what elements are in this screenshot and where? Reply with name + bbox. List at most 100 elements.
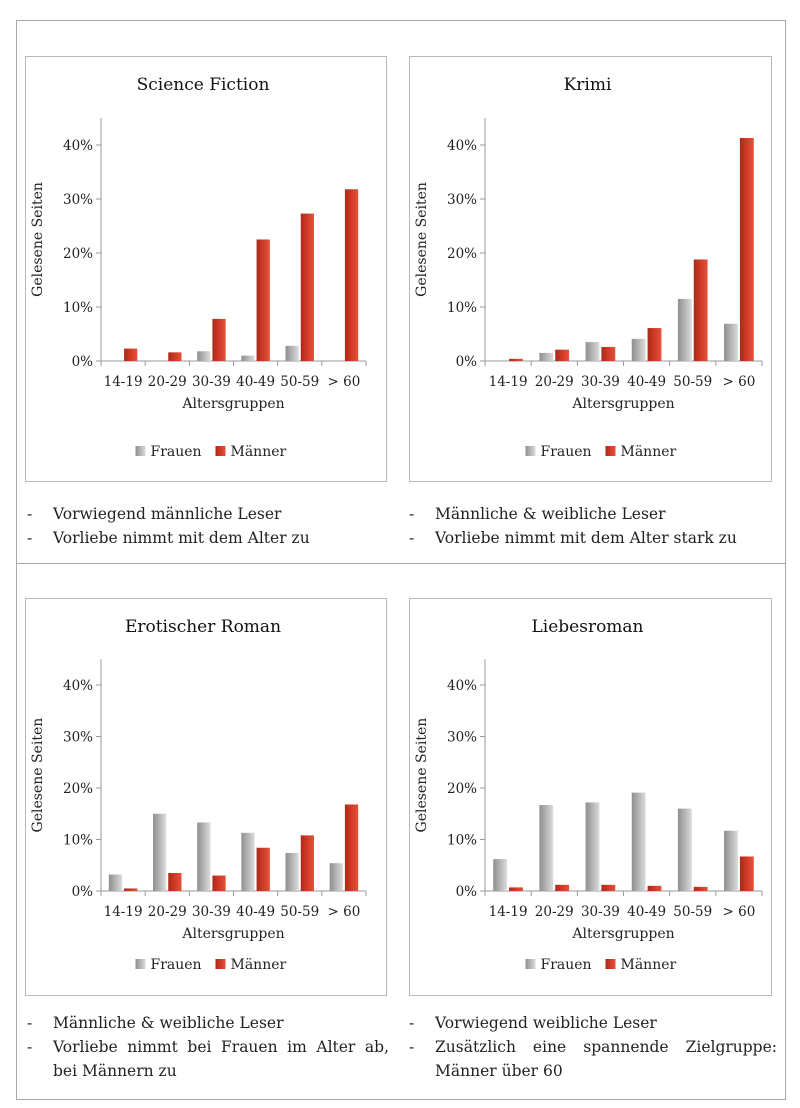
note-text: Vorliebe nimmt mit dem Alter stark zu xyxy=(435,529,737,547)
chart-krimi: Krimi 0% 10% 20% 30% 40% 14-19 20-29 30-39 40-49 5… xyxy=(414,75,763,460)
note-item: - Vorliebe nimmt bei Frauen im Alter ab, … xyxy=(27,1035,389,1083)
x-tick-label: 20-29 xyxy=(535,374,574,390)
legend-label-frauen: Frauen xyxy=(151,957,202,973)
bar-frauen-50-59 xyxy=(677,808,692,891)
bar-frauen-20-29 xyxy=(153,813,167,891)
y-tick-label: 10% xyxy=(447,833,477,849)
note-item: - Zusätzlich eine spannende Zielgruppe: M… xyxy=(409,1035,777,1083)
y-tick-label: 40% xyxy=(447,138,477,154)
bar-frauen-60 xyxy=(724,830,738,891)
x-tick-label: 30-39 xyxy=(192,904,231,920)
x-tick-label: 14-19 xyxy=(489,374,528,390)
note-item: - Vorliebe nimmt mit dem Alter stark zu xyxy=(409,526,779,550)
note-item: - Vorwiegend männliche Leser xyxy=(27,502,387,526)
x-tick-label: 30-39 xyxy=(581,904,620,920)
chart-panel-liebesroman: Liebesroman 0% 10% 20% 30% 40% 14-19 20-29 30-39… xyxy=(409,598,772,996)
bar-m-nner-40-49 xyxy=(647,885,662,891)
note-text: Vorliebe nimmt bei Frauen im Alter ab, b… xyxy=(53,1038,389,1080)
x-tick-label: 14-19 xyxy=(104,904,143,920)
chart-panel-krimi: Krimi 0% 10% 20% 30% 40% 14-19 20-29 30-39 40-49 5… xyxy=(409,56,772,482)
bar-frauen-60 xyxy=(329,863,343,891)
bullet-dash: - xyxy=(27,1038,33,1056)
bar-frauen-30-39 xyxy=(197,351,211,361)
x-tick-label: 14-19 xyxy=(489,904,528,920)
bar-m-nner-20-29 xyxy=(168,872,182,891)
bar-frauen-14-19 xyxy=(108,874,123,891)
bar-m-nner-50-59 xyxy=(693,886,708,891)
bar-m-nner-30-39 xyxy=(601,884,616,891)
y-tick-label: 20% xyxy=(63,781,93,797)
x-tick-label: > 60 xyxy=(328,904,361,920)
bar-frauen-50-59 xyxy=(677,298,692,361)
chart-title: Liebesroman xyxy=(531,617,643,637)
note-text: Vorwiegend weibliche Leser xyxy=(435,1014,657,1032)
y-tick-label: 30% xyxy=(63,192,93,208)
y-tick-label: 40% xyxy=(63,678,93,694)
y-tick-label: 40% xyxy=(63,138,93,154)
y-tick-label: 30% xyxy=(63,730,93,746)
x-axis-label: Altersgruppen xyxy=(181,396,284,412)
notes-liebesroman: - Vorwiegend weibliche Leser - Zusätzlich … xyxy=(409,1011,777,1083)
legend-swatch-maenner xyxy=(605,959,616,969)
y-axis-label: Gelesene Seiten xyxy=(30,718,46,833)
bar-frauen-40-49 xyxy=(631,338,646,361)
bar-m-nner-50-59 xyxy=(693,259,708,361)
x-tick-label: 20-29 xyxy=(535,904,574,920)
x-tick-label: 20-29 xyxy=(148,904,187,920)
bullet-dash: - xyxy=(409,529,415,547)
note-text: Vorliebe nimmt mit dem Alter zu xyxy=(53,529,310,547)
y-axis-label: Gelesene Seiten xyxy=(414,182,430,297)
bar-m-nner-20-29 xyxy=(168,352,182,361)
bullet-dash: - xyxy=(27,1014,33,1032)
x-tick-label: 40-49 xyxy=(236,904,275,920)
legend-swatch-frauen xyxy=(135,446,146,456)
bar-m-nner-60 xyxy=(739,137,754,361)
legend-label-maenner: Männer xyxy=(621,444,677,460)
bar-m-nner-60 xyxy=(344,804,359,891)
bullet-dash: - xyxy=(27,505,33,523)
chart-panel-science-fiction: Science Fiction 0% 10% 20% 30% 40% 14-19 20-29 3… xyxy=(25,56,387,482)
x-tick-label: 40-49 xyxy=(236,374,275,390)
x-tick-label: 14-19 xyxy=(104,374,143,390)
x-tick-label: > 60 xyxy=(723,904,756,920)
notes-science-fiction: - Vorwiegend männliche Leser - Vorliebe ni… xyxy=(27,502,387,550)
legend-label-frauen: Frauen xyxy=(541,444,592,460)
bar-m-nner-50-59 xyxy=(300,835,314,891)
bar-m-nner-14-19 xyxy=(124,888,138,891)
x-tick-label: 40-49 xyxy=(627,374,666,390)
section-divider xyxy=(16,563,786,564)
bar-m-nner-20-29 xyxy=(555,349,570,361)
bar-frauen-30-39 xyxy=(585,802,600,891)
legend-label-frauen: Frauen xyxy=(541,957,592,973)
bar-frauen-20-29 xyxy=(539,804,554,891)
legend-swatch-maenner xyxy=(215,959,226,969)
y-tick-label: 0% xyxy=(456,354,478,370)
legend-swatch-frauen xyxy=(135,959,146,969)
bar-m-nner-14-19 xyxy=(509,887,523,891)
note-text: Vorwiegend männliche Leser xyxy=(53,505,282,523)
bullet-dash: - xyxy=(409,1014,415,1032)
bar-m-nner-60 xyxy=(344,189,359,361)
bar-m-nner-40-49 xyxy=(256,239,270,361)
note-text: Männliche & weibliche Leser xyxy=(53,1014,284,1032)
page-frame xyxy=(16,20,786,1100)
x-tick-label: 40-49 xyxy=(627,904,666,920)
x-tick-label: > 60 xyxy=(328,374,361,390)
bullet-dash: - xyxy=(27,529,33,547)
chart-title: Erotischer Roman xyxy=(125,617,281,637)
x-axis-label: Altersgruppen xyxy=(571,926,674,942)
bar-frauen-14-19 xyxy=(493,859,508,891)
note-text: Männliche & weibliche Leser xyxy=(435,505,666,523)
y-tick-label: 0% xyxy=(72,884,94,900)
y-tick-label: 0% xyxy=(72,354,94,370)
chart-erotischer-roman: Erotischer Roman 0% 10% 20% 30% 40% 14-19 20-29… xyxy=(30,617,367,973)
y-axis-label: Gelesene Seiten xyxy=(414,718,430,833)
x-tick-label: 50-59 xyxy=(280,374,319,390)
bar-frauen-20-29 xyxy=(539,352,554,361)
notes-krimi: - Männliche & weibliche Leser - Vorliebe n… xyxy=(409,502,779,550)
bar-m-nner-30-39 xyxy=(212,875,226,891)
bar-frauen-50-59 xyxy=(285,852,299,891)
note-item: - Vorwiegend weibliche Leser xyxy=(409,1011,777,1035)
bar-frauen-30-39 xyxy=(197,822,211,891)
bar-frauen-60 xyxy=(724,323,738,361)
